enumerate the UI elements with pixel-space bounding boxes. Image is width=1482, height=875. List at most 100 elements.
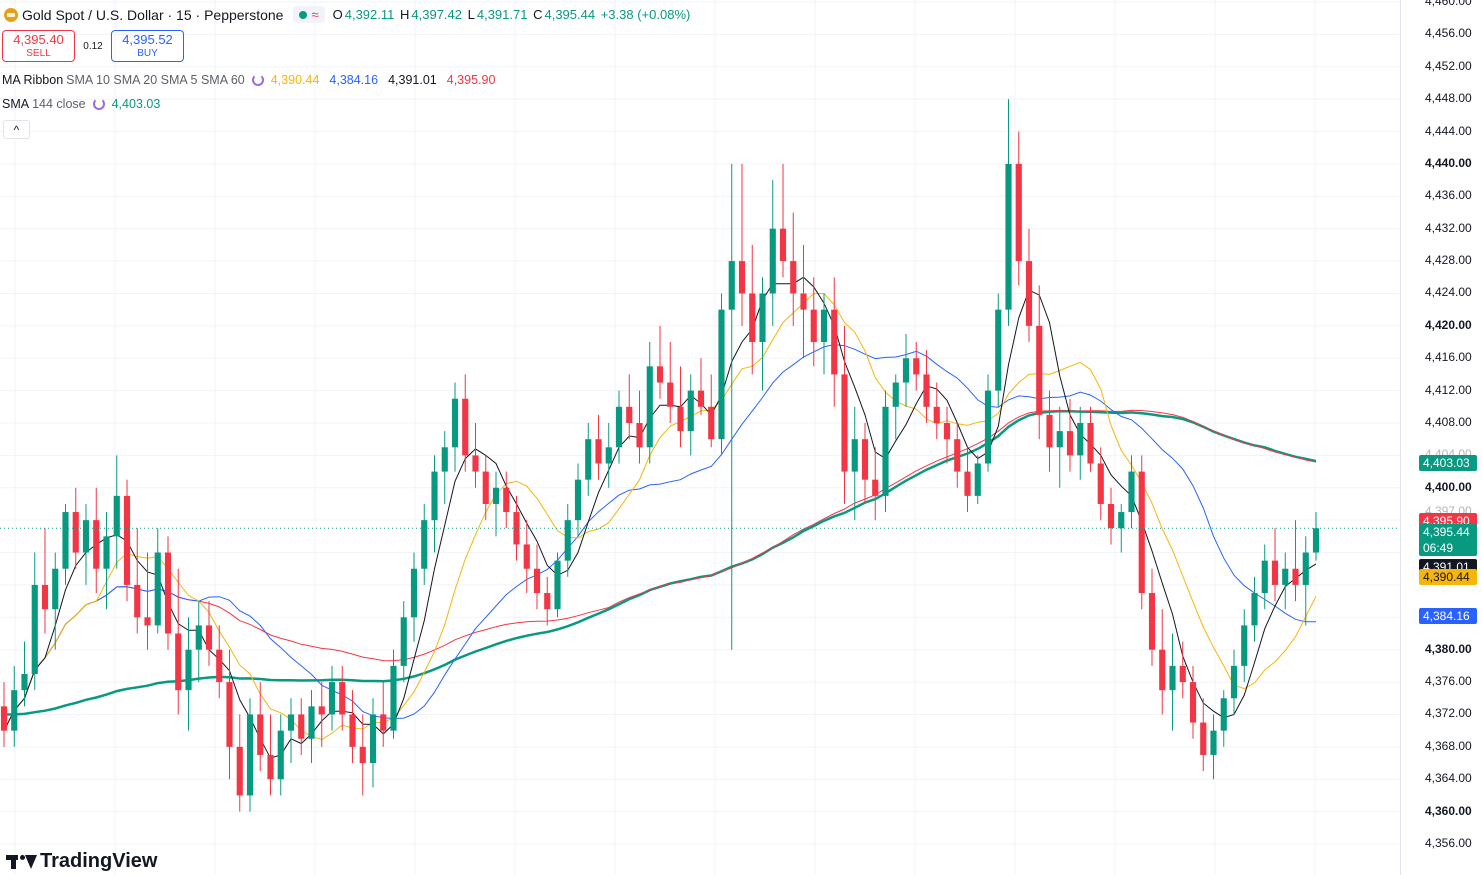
candle-body	[851, 439, 858, 472]
chart-canvas[interactable]	[0, 0, 1400, 875]
candle-body	[1036, 325, 1043, 415]
chart-area[interactable]	[0, 0, 1400, 875]
open-value: 4,392.11	[344, 7, 395, 22]
candle-body	[779, 228, 787, 262]
candle-body	[585, 439, 592, 480]
candle-body	[308, 706, 315, 739]
candle-body	[246, 714, 254, 796]
candle-body	[1302, 552, 1309, 585]
price-tick: 4,420.00	[1425, 317, 1472, 332]
candle-body	[749, 293, 756, 343]
candle-body	[769, 228, 776, 294]
price-tick: 4,432.00	[1425, 220, 1472, 235]
candle-body	[482, 471, 489, 504]
buy-label: BUY	[137, 48, 158, 59]
candle-body	[892, 382, 899, 407]
candle-body	[1148, 593, 1156, 650]
sma5-line	[3, 276, 1317, 759]
symbol-row: Gold Spot / U.S. Dollar · 15 · Peppersto…	[4, 6, 692, 23]
sell-button[interactable]: 4,395.40 SELL	[2, 30, 75, 62]
indicator-sma144[interactable]: SMA 144 close 4,403.03	[2, 97, 170, 111]
candle-body	[1220, 698, 1227, 731]
market-open-icon	[299, 10, 308, 19]
price-tick: 4,428.00	[1425, 253, 1472, 268]
candle-body	[123, 495, 131, 585]
candle-body	[195, 625, 202, 650]
candle-body	[759, 293, 766, 343]
price-tick: 4,372.00	[1425, 706, 1472, 721]
candle-body	[728, 261, 735, 310]
candle-body	[421, 520, 428, 569]
sma144-price-label: 4,403.03	[1419, 455, 1477, 472]
candle-body	[216, 649, 223, 683]
candle-body	[738, 261, 746, 294]
candle-body	[923, 374, 930, 407]
candle-body	[0, 706, 8, 731]
ma-ribbon-value-1: 4,390.44	[270, 73, 320, 87]
candle-body	[1087, 423, 1094, 464]
candle-body	[62, 512, 69, 569]
candle-body	[185, 649, 192, 691]
close-value: 4,395.44	[544, 7, 596, 22]
indicator-loading-icon	[92, 97, 106, 111]
candle-body	[831, 309, 838, 375]
sma10-price-label: 4,390.44	[1419, 568, 1477, 585]
candle-body	[902, 358, 910, 383]
candle-body	[441, 447, 448, 472]
price-tick: 4,400.00	[1425, 479, 1472, 494]
market-status[interactable]: ≈	[293, 6, 325, 23]
open-label: O	[332, 7, 343, 22]
candle-body	[667, 382, 674, 407]
price-axis[interactable]: 4,460.00 4,456.00 4,452.00 4,448.00 4,444.00…	[1400, 0, 1482, 875]
low-label: L	[467, 7, 475, 22]
tradingview-logo[interactable]: TradingView	[6, 850, 157, 873]
candle-body	[103, 536, 110, 569]
candle-body	[410, 568, 418, 618]
candle-body	[933, 406, 940, 423]
candle-body	[995, 309, 1002, 391]
sell-label: SELL	[26, 48, 51, 59]
candle-body	[349, 714, 356, 747]
price-tick: 4,356.00	[1425, 836, 1472, 850]
candle-body	[697, 390, 705, 407]
sma144-value: 4,403.03	[111, 97, 161, 111]
candle-body	[1097, 463, 1104, 504]
candle-body	[708, 406, 715, 440]
countdown-timer: 06:49	[1423, 540, 1454, 555]
candle-body	[1179, 665, 1186, 683]
candle-body	[134, 584, 141, 618]
candle-body	[1066, 431, 1074, 456]
candle-body	[72, 512, 79, 553]
candle-body	[462, 398, 469, 456]
price-tick: 4,452.00	[1425, 58, 1472, 73]
change-value: +3.38 (+0.08%)	[600, 7, 691, 22]
candle-body	[93, 520, 100, 569]
candle-body	[41, 584, 49, 610]
candle-body	[1261, 560, 1268, 594]
candle-body	[1138, 471, 1145, 594]
candle-body	[369, 714, 377, 764]
tradingview-logo-icon	[6, 853, 37, 871]
candle-body	[339, 682, 346, 715]
candle-body	[605, 447, 612, 464]
candle-body	[1230, 665, 1238, 699]
sma20-price-label: 4,384.16	[1419, 608, 1477, 624]
candle-body	[380, 714, 387, 731]
data-wave-icon: ≈	[311, 7, 319, 22]
candle-body	[564, 520, 571, 561]
candle-body	[1189, 682, 1197, 723]
candle-body	[1025, 261, 1033, 326]
candle-body	[677, 406, 684, 432]
symbol-title[interactable]: Gold Spot / U.S. Dollar · 15 · Peppersto…	[22, 6, 284, 23]
candle-body	[656, 366, 664, 383]
candle-body	[943, 423, 951, 440]
candle-body	[21, 673, 28, 691]
close-label: C	[533, 7, 543, 22]
candle-body	[31, 584, 38, 674]
candle-body	[318, 706, 325, 715]
price-tick: 4,416.00	[1425, 350, 1472, 365]
collapse-legend-button[interactable]: ^	[3, 120, 30, 139]
indicator-ma-ribbon[interactable]: MA Ribbon SMA 10 SMA 20 SMA 5 SMA 60 4,3…	[2, 73, 505, 87]
candle-body	[11, 690, 18, 731]
buy-button[interactable]: 4,395.52 BUY	[111, 30, 184, 62]
